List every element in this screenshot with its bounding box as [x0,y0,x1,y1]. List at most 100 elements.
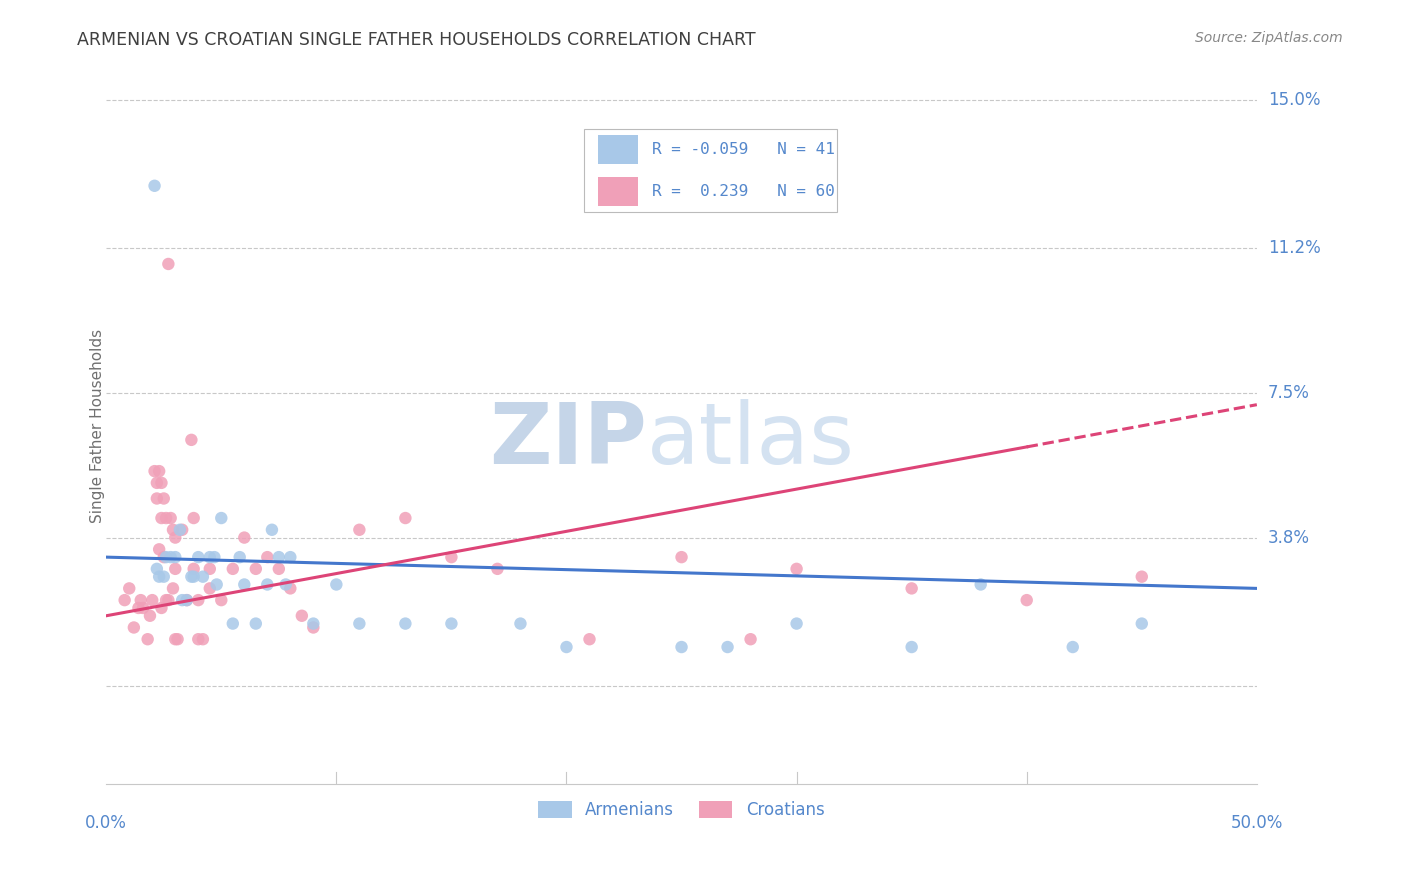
Point [260,523,283,537]
Point [671,640,693,654]
Point [165,562,187,576]
Point [152,550,174,565]
Point [183,562,205,576]
Point [148,464,170,478]
Point [440,616,463,631]
Text: R = -0.059   N = 41: R = -0.059 N = 41 [651,142,835,157]
Point [148,569,170,583]
Point [256,577,278,591]
Point [970,577,993,591]
Point [166,632,188,647]
Point [349,523,371,537]
Point [139,608,162,623]
Point [1062,640,1084,654]
Point [486,562,509,576]
Point [302,620,325,634]
Bar [598,135,638,163]
Point [198,582,221,596]
Point [291,608,314,623]
Point [202,550,225,565]
Point [180,569,202,583]
Point [143,178,166,193]
Point [157,257,180,271]
Point [274,577,297,591]
Point [198,550,221,565]
Point [440,550,463,565]
Point [162,523,184,537]
Point [183,569,205,583]
Point [150,601,173,615]
Bar [598,178,638,206]
Point [150,511,173,525]
Point [187,593,209,607]
Point [578,632,600,647]
Point [1130,616,1153,631]
Text: Source: ZipAtlas.com: Source: ZipAtlas.com [1195,31,1343,45]
Point [191,632,214,647]
Point [155,511,177,525]
Point [209,593,232,607]
Point [191,569,214,583]
Point [176,593,198,607]
Point [349,616,371,631]
Point [302,616,325,631]
Text: atlas: atlas [647,399,855,482]
Point [157,593,180,607]
Point [114,593,136,607]
Point [165,632,187,647]
Point [152,491,174,506]
Point [267,550,290,565]
Point [740,632,762,647]
Point [671,550,693,565]
Point [900,640,922,654]
Y-axis label: Single Father Households: Single Father Households [90,329,105,524]
Point [183,511,205,525]
Point [169,523,191,537]
Point [127,601,149,615]
Point [394,616,416,631]
Point [267,562,290,576]
Point [122,620,145,634]
Point [233,577,256,591]
Point [148,542,170,557]
Text: 11.2%: 11.2% [1268,239,1320,257]
Point [146,491,169,506]
Point [172,523,194,537]
Point [165,531,187,545]
Point [228,550,250,565]
Point [222,562,245,576]
Point [136,632,159,647]
Point [256,550,278,565]
Point [180,433,202,447]
Point [141,593,163,607]
Point [187,550,209,565]
Point [1015,593,1038,607]
Point [786,562,808,576]
Point [198,562,221,576]
Point [325,577,347,591]
Text: 7.5%: 7.5% [1268,384,1310,402]
Point [172,593,194,607]
Point [159,511,181,525]
Text: 15.0%: 15.0% [1268,91,1320,109]
Point [233,531,256,545]
Point [555,640,578,654]
Point [165,550,187,565]
Point [222,616,245,631]
Point [150,475,173,490]
Legend: Armenians, Croatians: Armenians, Croatians [531,794,831,826]
Point [155,593,177,607]
Text: 3.8%: 3.8% [1268,529,1310,547]
Point [118,582,141,596]
Point [159,550,181,565]
Point [187,632,209,647]
Point [146,475,169,490]
Text: ZIP: ZIP [489,399,647,482]
Point [155,550,177,565]
Point [209,511,232,525]
Point [394,511,416,525]
Point [152,569,174,583]
Point [278,550,301,565]
Point [900,582,922,596]
Text: R =  0.239   N = 60: R = 0.239 N = 60 [651,184,835,199]
